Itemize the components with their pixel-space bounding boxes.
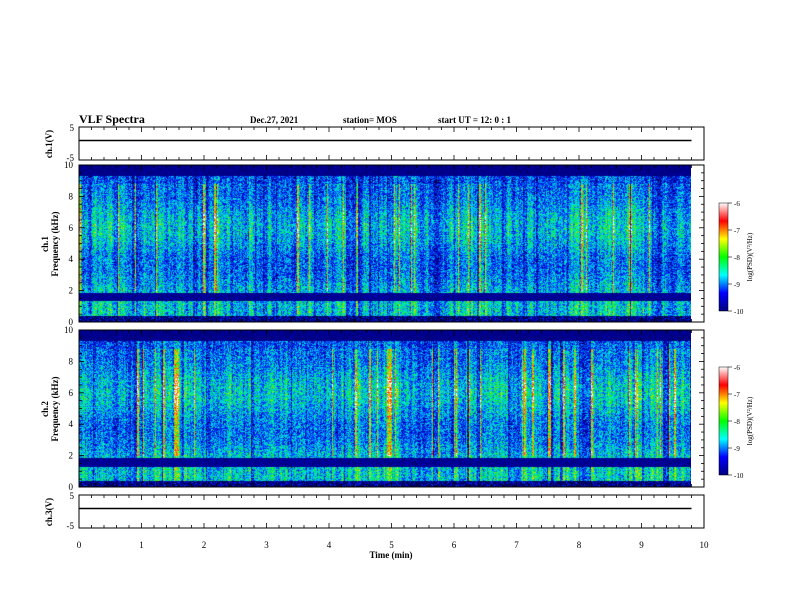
ch1-waveform-panel: 5 -5 ch.1(V) <box>44 123 705 163</box>
colorbar-tick-label: -10 <box>734 308 744 316</box>
colorbar-tick-label: -7 <box>734 391 740 399</box>
colorbar-tick-label: -8 <box>734 254 740 262</box>
ch1-spectrogram-ylabel: ch.1Frequency (kHz) <box>40 211 60 276</box>
ch3-waveform-x-ticks <box>78 495 705 528</box>
time-axis-tick-label: 5 <box>389 540 394 550</box>
time-axis-tick-label: 6 <box>452 540 457 550</box>
colorbar-tick-label: -6 <box>734 364 740 372</box>
y-tick-label: 0 <box>69 482 74 492</box>
ylabel-line: Frequency (kHz) <box>50 376 60 441</box>
time-axis-tick-label: 10 <box>700 540 710 550</box>
ch1-colorbar: -6 -7 -8 -9 -10 log(PSD)(V²/Hz) <box>718 200 754 316</box>
ch2-spectrogram-image <box>79 330 691 487</box>
time-axis-tick-label: 8 <box>577 540 582 550</box>
time-axis-tick-label: 0 <box>77 540 82 550</box>
ch1-waveform-frame <box>78 126 705 161</box>
ylabel-line: Frequency (kHz) <box>50 211 60 276</box>
colorbar-tick-label: -10 <box>734 472 744 480</box>
ylabel-line: ch.2 <box>40 401 50 417</box>
station-label: station= MOS <box>343 115 397 125</box>
y-tick-label: 10 <box>64 160 74 170</box>
ch2-spectrogram-ylabel: ch.2Frequency (kHz) <box>40 376 60 441</box>
ch1-waveform-x-ticks <box>78 127 705 160</box>
colorbar-tick-label: -7 <box>734 227 740 235</box>
ch2-spectrogram-ticks <box>78 329 705 488</box>
time-axis-tick-label: 9 <box>639 540 644 550</box>
ch3-waveform-ylabel: ch.3(V) <box>44 498 54 526</box>
y-tick-label: 2 <box>69 286 74 296</box>
y-tick-label: 8 <box>69 356 74 366</box>
colorbar-label: log(PSD)(V²/Hz) <box>746 232 754 281</box>
y-tick-label: 4 <box>69 419 74 429</box>
y-tick-label: 10 <box>64 325 74 335</box>
ch1-waveform-ylabel: ch.1(V) <box>44 130 54 158</box>
colorbar-tick-label: -9 <box>734 281 740 289</box>
time-axis-tick-label: 1 <box>139 540 144 550</box>
y-tick-label: 0 <box>69 317 74 327</box>
ch2-spectrogram-panel: 0 2 4 6 8 10 ch.2Frequency (kHz) -6 -7 -8 -9 -10 l… <box>40 325 754 492</box>
colorbar-strip <box>718 202 729 312</box>
y-tick-label: 2 <box>69 451 74 461</box>
time-axis-tick-label: 7 <box>514 540 519 550</box>
ch2-spectrogram-y-tick-labels: 0 2 4 6 8 10 <box>64 325 74 492</box>
ch3-waveform-panel: 5 -5 ch.3(V) 0 1 2 3 4 5 6 7 8 9 10 Time (min) <box>44 491 709 560</box>
ylabel-line: ch.1 <box>40 236 50 252</box>
ch3-ytick-top: 5 <box>70 491 75 501</box>
colorbar-tick-label: -6 <box>734 200 740 208</box>
time-axis-label: Time (min) <box>369 550 412 560</box>
y-tick-label: 4 <box>69 254 74 264</box>
start-time-label: start UT = 12: 0 : 1 <box>438 115 511 125</box>
colorbar-tick-label: -8 <box>734 418 740 426</box>
ch1-ytick-bottom: -5 <box>67 153 75 163</box>
y-tick-label: 6 <box>69 388 74 398</box>
y-tick-label: 8 <box>69 191 74 201</box>
time-axis-tick-label: 2 <box>202 540 207 550</box>
ch1-spectrogram-y-tick-labels: 0 2 4 6 8 10 <box>64 160 74 327</box>
figure-title: VLF Spectra <box>79 112 145 126</box>
ch1-spectrogram-ticks <box>78 164 705 323</box>
time-axis-tick-labels: 0 1 2 3 4 5 6 7 8 9 10 <box>77 540 709 550</box>
ch1-ytick-top: 5 <box>70 123 75 133</box>
colorbar-tick-label: -9 <box>734 445 740 453</box>
time-axis-tick-label: 3 <box>264 540 269 550</box>
time-axis-tick-label: 4 <box>327 540 332 550</box>
colorbar-strip <box>718 366 729 476</box>
colorbar-label: log(PSD)(V²/Hz) <box>746 396 754 445</box>
ch1-spectrogram-panel: 0 2 4 6 8 10 ch.1Frequency (kHz) -6 -7 -8 -9 -10 l… <box>40 160 754 327</box>
ch2-colorbar: -6 -7 -8 -9 -10 log(PSD)(V²/Hz) <box>718 364 754 480</box>
y-tick-label: 6 <box>69 223 74 233</box>
date-label: Dec.27, 2021 <box>250 115 299 125</box>
ch3-ytick-bottom: -5 <box>67 521 75 531</box>
ch3-waveform-frame <box>78 494 705 529</box>
ch1-spectrogram-image <box>79 165 691 322</box>
